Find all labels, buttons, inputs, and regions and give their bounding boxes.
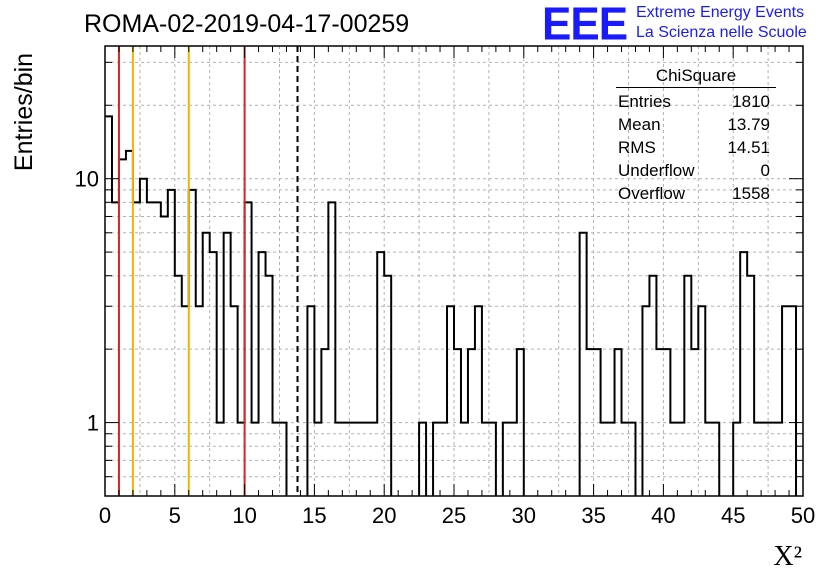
stats-row: RMS 14.51 [612, 136, 780, 159]
x-tick-label: 35 [581, 503, 605, 528]
x-tick-label: 20 [372, 503, 396, 528]
stats-row: Entries 1810 [612, 90, 780, 113]
x-tick-label: 40 [651, 503, 675, 528]
logo-tagline-2: La Scienza nelle Scuole [636, 24, 807, 41]
stats-label: Overflow [618, 184, 686, 203]
x-tick-label: 25 [442, 503, 466, 528]
stats-row: Overflow 1558 [612, 182, 780, 205]
run-title: ROMA-02-2019-04-17-00259 [84, 10, 410, 38]
stats-rows: Entries 1810 Mean 13.79 RMS 14.51 Underflow 0 Ov… [612, 90, 780, 205]
stats-row: Mean 13.79 [612, 113, 780, 136]
x-tick-label: 45 [721, 503, 745, 528]
stats-value: 13.79 [727, 115, 770, 134]
y-tick-label: 1 [87, 411, 99, 436]
x-tick-label: 50 [791, 503, 815, 528]
stats-value: 0 [760, 161, 770, 180]
stats-title: ChiSquare [616, 66, 776, 88]
logo-tagline-1: Extreme Energy Events [636, 4, 805, 21]
stats-label: Entries [618, 92, 671, 111]
x-tick-label: 15 [302, 503, 326, 528]
eee-logo: EEE [542, 0, 628, 51]
x-tick-label: 5 [169, 503, 181, 528]
x-tick-label: 0 [99, 503, 111, 528]
stats-label: Mean [618, 115, 661, 134]
stats-label: Underflow [618, 161, 695, 180]
y-tick-label: 10 [75, 167, 99, 192]
stats-value: 1558 [732, 184, 770, 203]
stats-label: RMS [618, 138, 656, 157]
x-axis-label: X² [773, 541, 802, 572]
stats-box: ChiSquare Entries 1810 Mean 13.79 RMS 14.51 Un… [612, 66, 780, 205]
stats-value: 14.51 [727, 138, 770, 157]
x-tick-label: 10 [232, 503, 256, 528]
stats-row: Underflow 0 [612, 159, 780, 182]
stats-value: 1810 [732, 92, 770, 111]
histogram-series [105, 115, 798, 496]
x-tick-label: 30 [512, 503, 536, 528]
y-axis-label: Entries/bin [10, 53, 38, 171]
